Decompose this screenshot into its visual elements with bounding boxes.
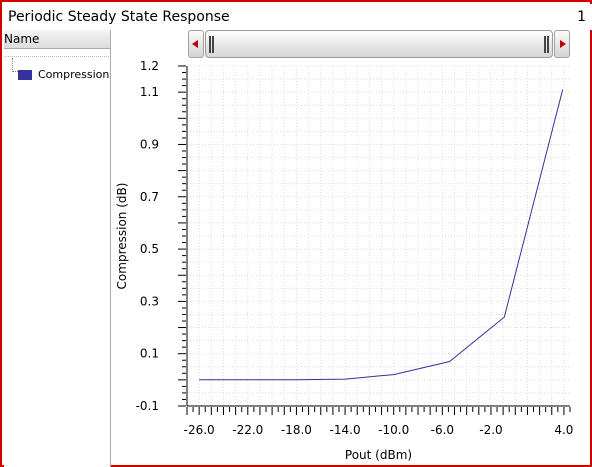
tree-root-row: [4, 49, 110, 57]
y-tick-label: 0.5: [140, 242, 159, 256]
y-tick-label: -0.1: [136, 399, 159, 413]
arrow-right-icon: [560, 40, 566, 48]
x-tick-label: -2.0: [479, 423, 502, 437]
arrow-left-icon: [192, 40, 198, 48]
name-column-label: Name: [4, 32, 40, 46]
x-tick-label: -26.0: [184, 423, 215, 437]
name-column-header[interactable]: Name: [4, 30, 110, 49]
window-title: Periodic Steady State Response: [8, 9, 230, 25]
legend-item-compression[interactable]: Compression: [38, 68, 110, 81]
y-tick-label: 0.3: [140, 294, 159, 308]
chart-area: -26.0 -22.0 -18.0 -14.0 -10.0 -6.0 -2.0 4.0 -0.1…: [115, 59, 574, 462]
series-layer: [199, 89, 564, 381]
x-tick-label: -22.0: [232, 423, 263, 437]
tick-labels: -26.0 -22.0 -18.0 -14.0 -10.0 -6.0 -2.0 4.0 -0.1…: [136, 59, 574, 437]
x-tick-label: -18.0: [281, 423, 312, 437]
grid-lines: [186, 65, 570, 407]
page-number: 1: [577, 9, 586, 25]
left-grip-handle[interactable]: [209, 36, 214, 53]
series-line-compression: [199, 89, 564, 381]
x-range-scroller[interactable]: [188, 30, 570, 60]
y-tick-label: 1.1: [140, 85, 159, 99]
y-tick-label: 1.2: [140, 59, 159, 73]
legend-color-swatch: [18, 70, 32, 80]
scroll-thumb[interactable]: [205, 30, 553, 58]
y-tick-label: 0.9: [140, 137, 159, 151]
x-tick-label: -10.0: [378, 423, 409, 437]
x-tick-label: -6.0: [431, 423, 454, 437]
legend-panel: Name Compression: [4, 30, 111, 467]
y-axis-title: Compression (dB): [115, 183, 129, 290]
x-axis-title: Pout (dBm): [345, 448, 412, 462]
scroll-left-button[interactable]: [188, 30, 204, 58]
right-grip-handle[interactable]: [544, 36, 549, 53]
x-tick-label: 4.0: [554, 423, 573, 437]
scroll-right-button[interactable]: [554, 30, 570, 58]
tree-connector: [12, 58, 18, 72]
y-tick-label: 0.7: [140, 190, 159, 204]
x-tick-label: -14.0: [330, 423, 361, 437]
axes: [178, 65, 571, 415]
y-tick-label: 0.1: [140, 347, 159, 361]
title-bar: Periodic Steady State Response 1: [4, 4, 592, 30]
